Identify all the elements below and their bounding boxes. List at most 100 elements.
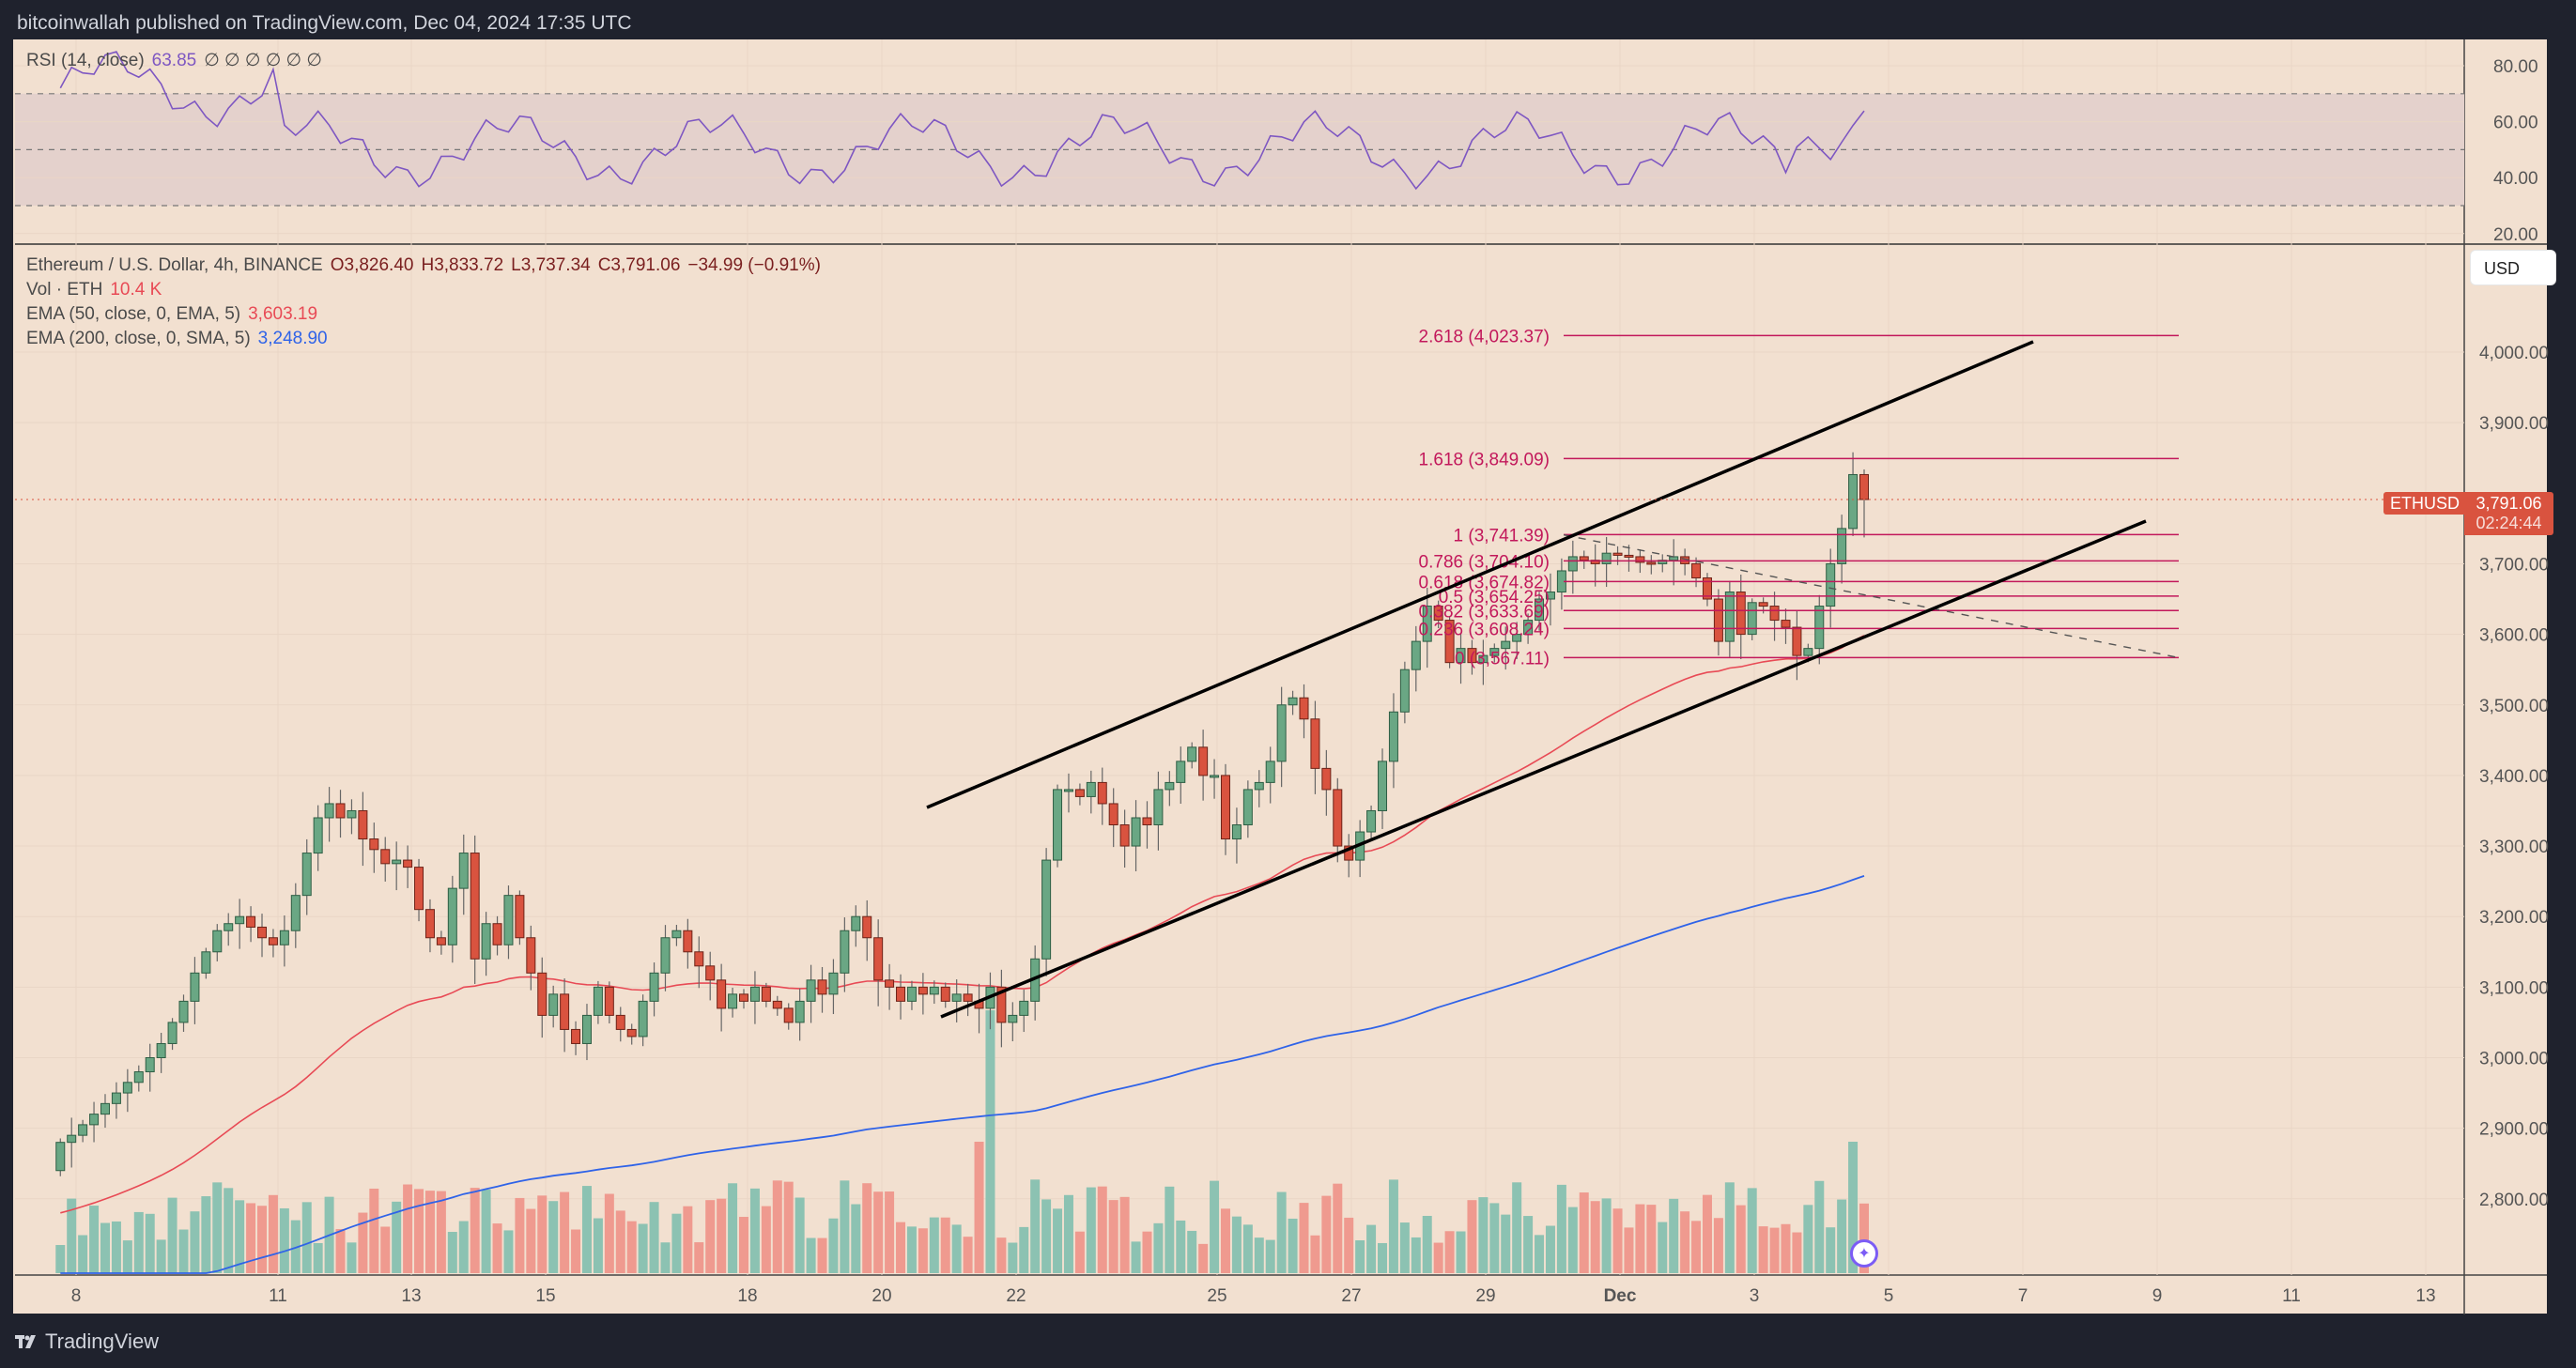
volume-row[interactable]: Vol · ETH 10.4 K (26, 278, 828, 302)
volume-bar (257, 1206, 268, 1273)
volume-bar (1198, 1243, 1209, 1273)
rsi-line (59, 51, 1865, 191)
volume-bar (1310, 1235, 1320, 1273)
volume-bar (1489, 1203, 1500, 1273)
volume-bar (1624, 1227, 1634, 1273)
volume-bar (1601, 1198, 1612, 1273)
chart-frame (13, 39, 2547, 1314)
volume-bar (1501, 1214, 1511, 1273)
volume-bar (571, 1229, 581, 1273)
volume-bar (1063, 1194, 1073, 1273)
candle-down (424, 909, 435, 939)
volume-bar (626, 1221, 637, 1273)
volume-bar (1635, 1204, 1645, 1273)
candle-up (111, 1092, 121, 1104)
volume-bar (604, 1193, 614, 1273)
ema200-row[interactable]: EMA (200, close, 0, SMA, 5) 3,248.90 (26, 327, 828, 351)
volume-bar (1556, 1184, 1566, 1273)
symbol-row: Ethereum / U.S. Dollar, 4h, BINANCE O3,82… (26, 254, 828, 278)
volume-value: 10.4 K (110, 280, 162, 300)
candle-up (122, 1082, 132, 1094)
volume-bar (1008, 1242, 1018, 1273)
volume-bar (1803, 1205, 1813, 1273)
volume-bar (1590, 1201, 1600, 1273)
volume-bar (78, 1235, 88, 1273)
candle-down (1142, 817, 1152, 826)
volume-bar (290, 1220, 301, 1273)
volume-bar (649, 1202, 659, 1273)
candle-down (268, 937, 278, 945)
last-price-tag: 3,791.06 02:24:44 (2464, 492, 2553, 535)
volume-bar (851, 1204, 861, 1273)
symbol-title[interactable]: Ethereum / U.S. Dollar, 4h, BINANCE (26, 255, 323, 275)
volume-bar (1165, 1186, 1175, 1273)
price-tick: 4,000.00 (2479, 344, 2549, 363)
currency-button[interactable]: USD (2470, 250, 2556, 285)
candle-up (481, 923, 491, 960)
ema50-label: EMA (50, close, 0, EMA, 5) (26, 304, 241, 324)
volume-bar (481, 1189, 491, 1273)
ema50-row[interactable]: EMA (50, close, 0, EMA, 5) 3,603.19 (26, 302, 828, 327)
candle-down (817, 979, 827, 995)
fib-level-label: 2.618 (4,023.37) (1419, 327, 1550, 346)
candle-up (1063, 789, 1073, 792)
ohlc-low: L3,737.34 (511, 255, 591, 275)
candle-up (347, 809, 357, 819)
publish-header: bitcoinwallah published on TradingView.c… (17, 12, 632, 34)
volume-bar (862, 1183, 872, 1273)
time-tick: 29 (1475, 1286, 1495, 1306)
candle-down (1444, 620, 1455, 664)
candle-up (1053, 789, 1063, 861)
candle-down (604, 986, 614, 1016)
sparkle-assistant-button[interactable]: ✦ (1850, 1239, 1878, 1268)
candle-up (1019, 1000, 1029, 1016)
candle-down (1198, 746, 1209, 776)
candle-up (133, 1071, 144, 1084)
candle-up (301, 853, 312, 897)
volume-bar (347, 1242, 357, 1273)
main-legend: Ethereum / U.S. Dollar, 4h, BINANCE O3,82… (26, 254, 828, 351)
candle-down (1735, 592, 1746, 636)
candle-up (828, 972, 839, 995)
candle-down (436, 937, 446, 945)
time-tick: Dec (1604, 1286, 1637, 1306)
volume-bar (906, 1226, 917, 1273)
fib-level-label: 0.236 (3,608.24) (1419, 620, 1550, 639)
volume-bar (190, 1211, 200, 1273)
volume-bar (1826, 1227, 1836, 1273)
candle-up (906, 986, 917, 1002)
volume-bar (581, 1186, 592, 1273)
candle-up (392, 859, 402, 865)
volume-bar (896, 1222, 906, 1273)
volume-bar (279, 1207, 289, 1273)
volume-bar (918, 1228, 928, 1273)
price-tick: 2,800.00 (2479, 1191, 2549, 1210)
volume-bar (1713, 1218, 1723, 1273)
candle-down (963, 993, 973, 1002)
price-tick: 3,400.00 (2479, 767, 2549, 787)
candle-down (705, 965, 716, 981)
candle-up (728, 993, 738, 1009)
ema50-value: 3,603.19 (248, 304, 318, 324)
price-tick: 2,900.00 (2479, 1120, 2549, 1140)
candle-up (1276, 704, 1287, 762)
candle-up (1008, 1014, 1018, 1023)
tradingview-logo-icon (15, 1335, 36, 1348)
footer-brand[interactable]: TradingView (15, 1330, 159, 1354)
volume-bar (1321, 1195, 1332, 1273)
volume-bar (268, 1194, 278, 1273)
volume-bar (1242, 1224, 1253, 1273)
candle-up (851, 915, 861, 931)
volume-bar (1053, 1208, 1063, 1273)
rsi-tick: 40.00 (2493, 169, 2538, 189)
candle-up (1837, 528, 1847, 564)
rsi-tick: 80.00 (2493, 57, 2538, 77)
volume-bar (1422, 1215, 1432, 1273)
volume-bar (593, 1218, 603, 1273)
volume-bar (111, 1221, 121, 1273)
volume-bar (1814, 1180, 1825, 1273)
volume-bar (1747, 1188, 1757, 1273)
candle-up (1545, 592, 1555, 600)
candle-up (279, 930, 289, 945)
